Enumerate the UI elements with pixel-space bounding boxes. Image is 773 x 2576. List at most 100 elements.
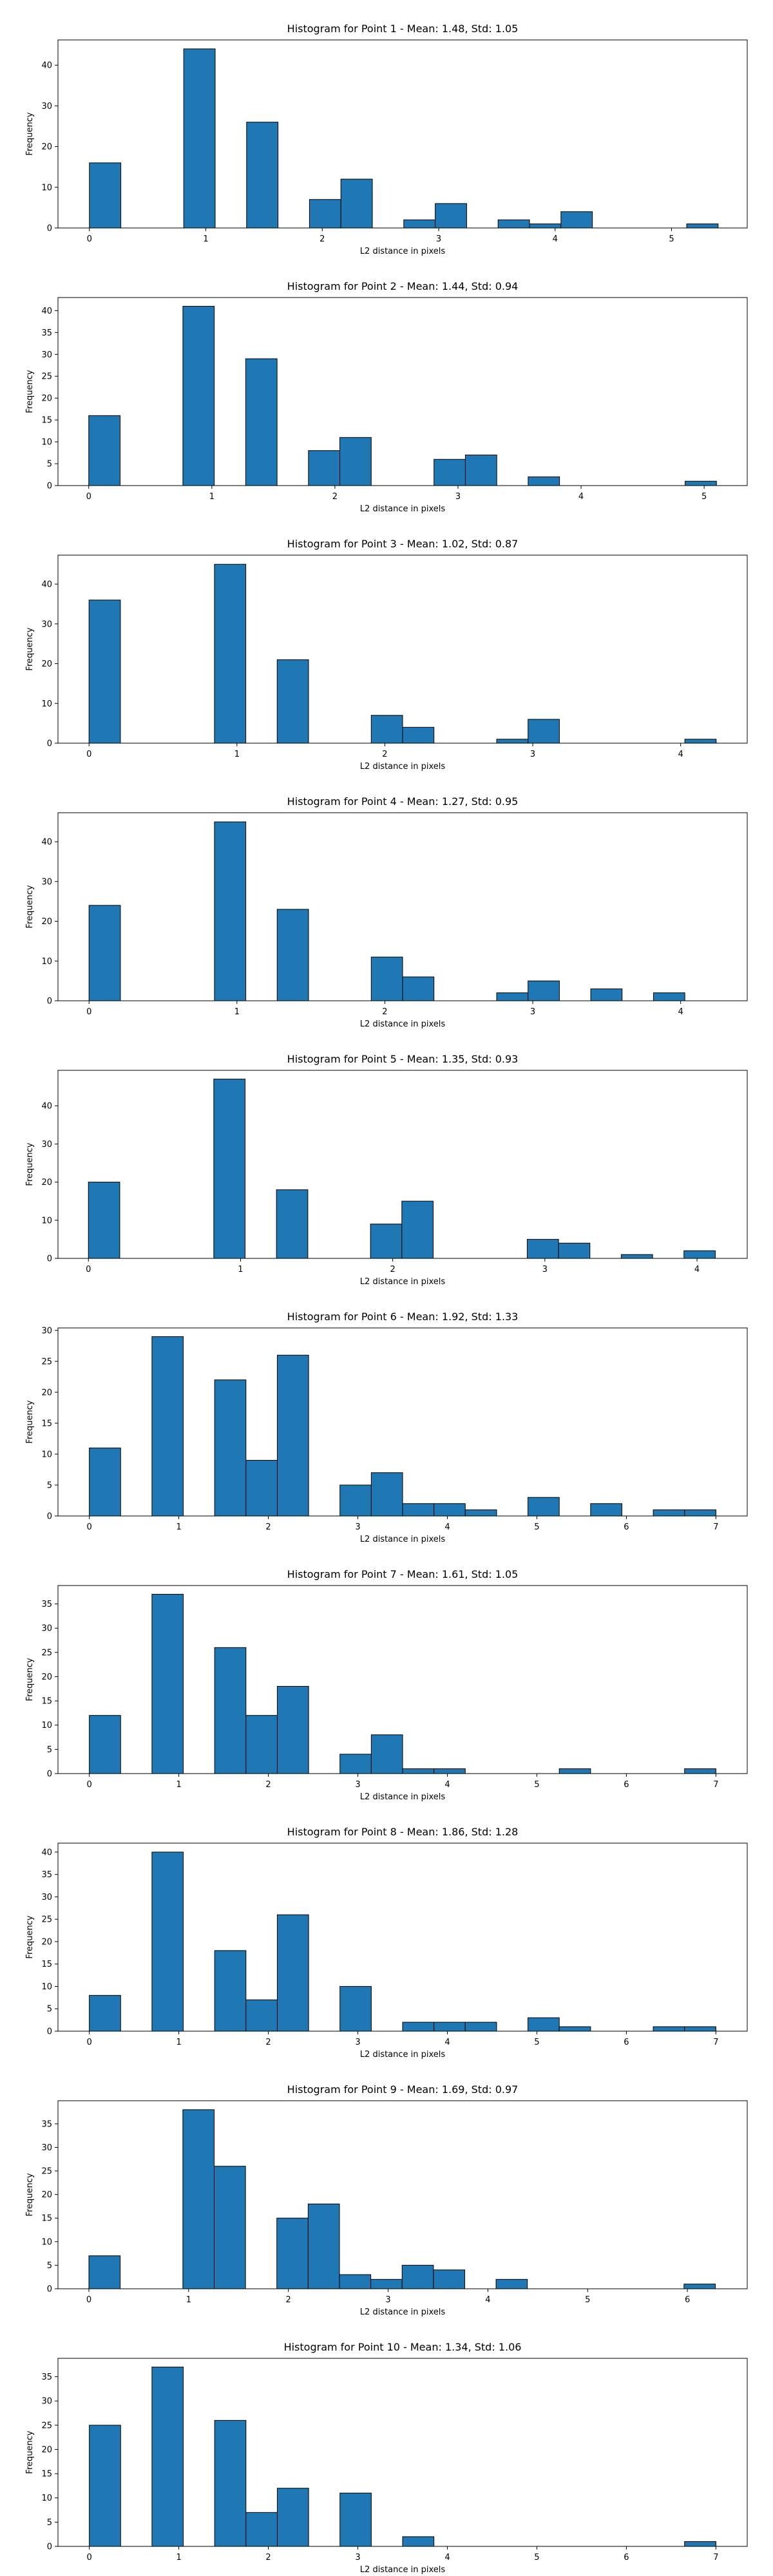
chart-title: Histogram for Point 10 - Mean: 1.34, Std… bbox=[284, 2341, 522, 2353]
x-tick-label: 1 bbox=[238, 1265, 243, 1274]
histogram-bar bbox=[276, 1914, 309, 2032]
y-tick-label: 20 bbox=[41, 659, 52, 669]
y-tick-label: 40 bbox=[41, 1848, 52, 1857]
histogram-bar bbox=[88, 905, 121, 1001]
histogram-bar bbox=[89, 2425, 121, 2547]
y-tick-label: 35 bbox=[41, 2119, 52, 2129]
histogram-bar bbox=[151, 2367, 184, 2547]
histogram-bar bbox=[339, 1985, 372, 2032]
axes-frame bbox=[57, 2100, 748, 2289]
histogram-bar bbox=[434, 2022, 466, 2032]
x-tick-label: 4 bbox=[578, 492, 584, 502]
y-tick-label: 25 bbox=[41, 2167, 52, 2177]
y-tick-label: 15 bbox=[41, 1697, 52, 1707]
histogram-bar bbox=[214, 821, 247, 1001]
histogram-bar bbox=[245, 2512, 278, 2547]
histogram-bar bbox=[339, 2274, 372, 2289]
x-tick-label: 3 bbox=[530, 750, 535, 759]
histogram-bar bbox=[683, 2284, 716, 2289]
x-tick-label: 5 bbox=[534, 1522, 539, 1532]
histogram-bar bbox=[245, 1460, 278, 1517]
y-axis-label: Frequency bbox=[25, 1400, 35, 1443]
y-tick-label: 5 bbox=[47, 2005, 52, 2014]
histogram-bar bbox=[339, 2492, 372, 2547]
x-axis-label: L2 distance in pixels bbox=[360, 1277, 446, 1287]
histogram-panel-5: 0 1 2 3 4 0 10 20 30 40 Histogram for Point 5 - Me… bbox=[0, 1030, 773, 1288]
histogram-bar bbox=[339, 1754, 372, 1774]
histogram-bar bbox=[276, 1354, 309, 1517]
x-tick-label: 7 bbox=[713, 2038, 718, 2047]
y-axis-label: Frequency bbox=[25, 112, 35, 155]
x-tick-label: 3 bbox=[436, 234, 441, 244]
x-tick-label: 5 bbox=[701, 492, 707, 502]
y-tick-label: 35 bbox=[41, 2372, 52, 2382]
x-tick-label: 7 bbox=[713, 1780, 718, 1790]
x-tick-label: 4 bbox=[485, 2295, 490, 2305]
y-tick-label: 20 bbox=[41, 2445, 52, 2455]
x-tick-label: 5 bbox=[585, 2295, 590, 2305]
axes-frame bbox=[57, 554, 748, 744]
histogram-chart: 0 1 2 3 4 5 0 10 20 30 40 Histogram for Point 1 - M… bbox=[25, 23, 748, 256]
histogram-bar bbox=[89, 162, 122, 229]
histogram-bar bbox=[276, 2217, 309, 2289]
histogram-bar bbox=[370, 2278, 403, 2289]
chart-title: Histogram for Point 6 - Mean: 1.92, Std:… bbox=[287, 1311, 519, 1323]
y-tick-label: 5 bbox=[47, 2261, 52, 2271]
histogram-bar bbox=[685, 480, 717, 486]
y-tick-label: 40 bbox=[41, 61, 52, 71]
axes-frame bbox=[57, 1070, 748, 1259]
chart-title: Histogram for Point 2 - Mean: 1.44, Std:… bbox=[287, 280, 519, 292]
histogram-bar bbox=[435, 203, 467, 229]
x-tick-label: 0 bbox=[86, 1522, 91, 1532]
histogram-bar bbox=[276, 1189, 309, 1259]
histogram-bar bbox=[370, 1224, 403, 1259]
x-tick-label: 3 bbox=[355, 2038, 360, 2047]
x-tick-label: 5 bbox=[534, 2553, 539, 2562]
y-tick-label: 10 bbox=[41, 1982, 52, 1992]
histogram-chart: 0 1 2 3 4 5 6 0 5 10 15 20 25 30 35 Histogram for Point… bbox=[25, 2083, 748, 2317]
x-tick-label: 4 bbox=[553, 234, 558, 244]
histogram-bar bbox=[370, 1734, 403, 1774]
y-tick-label: 5 bbox=[47, 1745, 52, 1755]
histogram-bar bbox=[528, 476, 560, 486]
y-tick-label: 25 bbox=[41, 372, 52, 382]
y-tick-label: 10 bbox=[41, 699, 52, 709]
y-tick-label: 20 bbox=[41, 1672, 52, 1682]
histogram-bar bbox=[496, 992, 529, 1001]
histogram-chart: 0 1 2 3 4 5 6 7 0 5 10 15 20 25 30 35 Histogram for Poin… bbox=[25, 1568, 748, 1802]
histogram-bar bbox=[308, 450, 341, 486]
histogram-bar bbox=[496, 739, 529, 744]
y-tick-label: 25 bbox=[41, 1357, 52, 1367]
y-axis-label: Frequency bbox=[25, 1915, 35, 1958]
y-tick-label: 20 bbox=[41, 1937, 52, 1947]
y-tick-label: 30 bbox=[41, 877, 52, 887]
y-tick-label: 0 bbox=[47, 1255, 52, 1264]
chart-title: Histogram for Point 7 - Mean: 1.61, Std:… bbox=[287, 1568, 519, 1580]
histogram-bar bbox=[497, 219, 530, 229]
x-tick-label: 2 bbox=[286, 2295, 291, 2305]
histogram-bar bbox=[402, 2022, 435, 2032]
histogram-bar bbox=[653, 1509, 685, 1517]
x-tick-label: 4 bbox=[694, 1265, 700, 1274]
y-tick-label: 35 bbox=[41, 1870, 52, 1880]
histogram-bar bbox=[402, 976, 435, 1001]
x-tick-label: 6 bbox=[624, 1522, 629, 1532]
y-axis-label: Frequency bbox=[25, 1142, 35, 1186]
histogram-bar bbox=[214, 564, 247, 744]
histogram-bar bbox=[528, 719, 560, 744]
y-tick-label: 0 bbox=[47, 739, 52, 749]
x-tick-label: 6 bbox=[624, 2038, 629, 2047]
y-tick-label: 25 bbox=[41, 1648, 52, 1658]
histogram-bar bbox=[590, 1503, 622, 1517]
histogram-bar bbox=[214, 1647, 247, 1774]
histogram-bar bbox=[182, 2109, 215, 2289]
histogram-bar bbox=[528, 980, 560, 1001]
histogram-panel-7: 0 1 2 3 4 5 6 7 0 5 10 15 20 25 30 35 Histogram for Poin… bbox=[0, 1546, 773, 1803]
x-tick-label: 0 bbox=[86, 1265, 91, 1274]
y-tick-label: 30 bbox=[41, 620, 52, 629]
x-tick-label: 6 bbox=[624, 2553, 629, 2562]
histogram-bar bbox=[558, 2026, 591, 2032]
histogram-bar bbox=[402, 726, 435, 744]
x-tick-label: 0 bbox=[86, 2295, 91, 2305]
